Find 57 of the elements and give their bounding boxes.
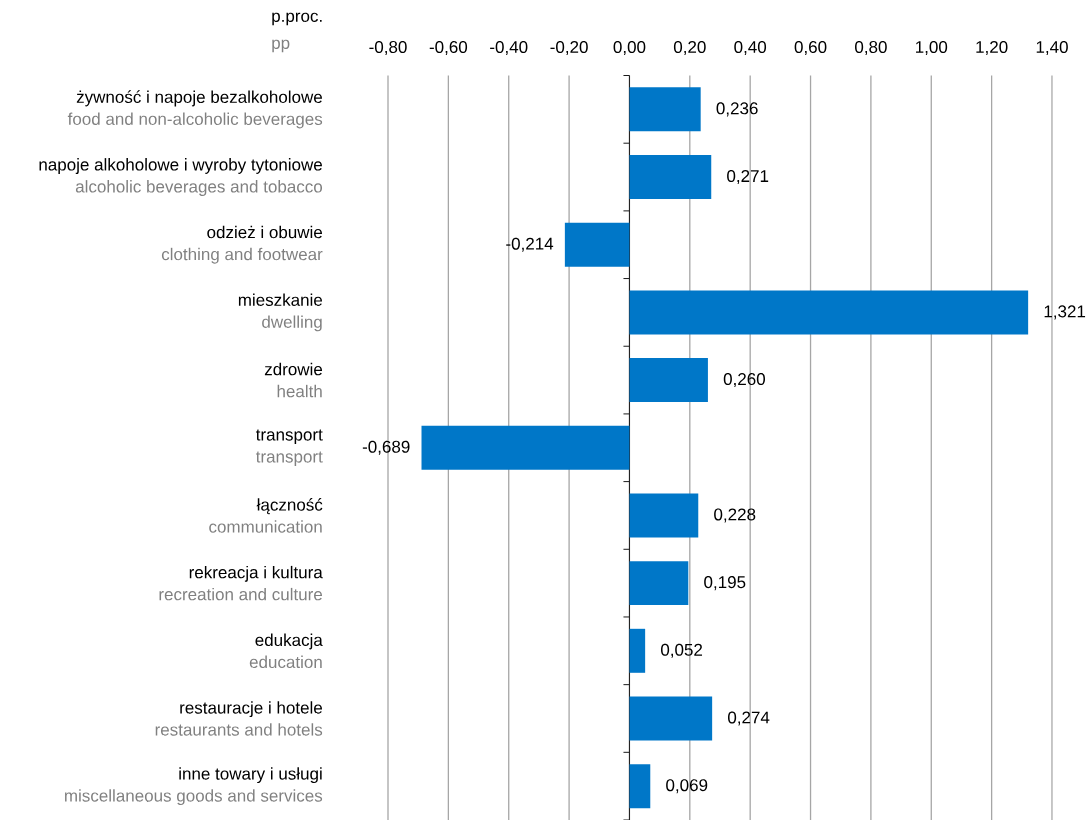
- y-tick-label: łączność: [256, 498, 323, 515]
- x-tick-label: 0,40: [734, 40, 767, 56]
- bar: [629, 493, 699, 538]
- data-label: 0,271: [727, 170, 769, 185]
- bar: [564, 222, 630, 267]
- data-label: 0,228: [714, 508, 756, 523]
- data-label: 0,069: [666, 779, 708, 794]
- y-tick-label: zdrowie: [264, 362, 323, 376]
- x-tick-label: 1,00: [916, 40, 948, 56]
- y-tick-label: mieszkanie: [238, 293, 323, 306]
- x-tick-label: -0,20: [550, 40, 588, 56]
- y-tick-label: edukacja: [255, 633, 323, 650]
- y2-tick-label: clothing and footwear: [161, 247, 323, 264]
- x-axis-title: p.proc.: [272, 12, 322, 26]
- y2-tick-label: restaurants and hotels: [155, 723, 323, 736]
- bar: [629, 155, 712, 200]
- y2-tick-label: communication: [209, 520, 322, 533]
- x-tick-label: 1,40: [1036, 40, 1068, 56]
- y-tick-label: transport: [255, 429, 323, 445]
- bar: [629, 358, 708, 403]
- bar: [629, 628, 646, 673]
- x-tick-label: 0,20: [673, 40, 706, 56]
- data-label: 0,274: [728, 711, 770, 726]
- bar: [629, 696, 713, 741]
- y2-tick-label: food and non-alcoholic beverages: [67, 112, 323, 129]
- x-tick-label: 0,60: [794, 40, 827, 56]
- data-label: 0,236: [716, 102, 758, 117]
- bar: [629, 561, 689, 606]
- y2-tick-label: alcoholic beverages and tobacco: [75, 180, 323, 196]
- y-tick-label: inne towary i usługi: [179, 767, 322, 784]
- x-tick-label: 0,80: [855, 40, 887, 56]
- data-label: 1,321: [1044, 305, 1086, 320]
- text: pp: [272, 39, 290, 53]
- x-tick-label: -0,80: [369, 40, 407, 56]
- y2-tick-label: health: [277, 384, 322, 398]
- x-tick-label: 1,20: [976, 40, 1008, 56]
- y-tick-label: napoje alkoholowe i wyroby tytoniowe: [39, 158, 322, 174]
- data-label: 0,052: [661, 643, 703, 658]
- data-label: -0,689: [362, 440, 410, 455]
- y-tick-label: żywność i napoje bezalkoholowe: [76, 90, 322, 107]
- y-tick-label: rekreacja i kultura: [189, 565, 323, 582]
- data-label: 0,195: [704, 576, 746, 591]
- y2-tick-label: recreation and culture: [159, 587, 323, 601]
- y2-tick-label: dwelling: [262, 315, 322, 332]
- y2-tick-label: miscellaneous goods and services: [65, 789, 323, 806]
- y-tick-label: odzież i obuwie: [207, 225, 323, 239]
- bar: [421, 425, 630, 470]
- y-tick-label: restauracje i hotele: [180, 701, 323, 718]
- x-tick-label: -0,40: [490, 40, 528, 56]
- bar: [629, 87, 701, 132]
- data-label: 0,260: [723, 373, 765, 388]
- x-tick-label: 0,00: [613, 40, 646, 56]
- bar: [629, 290, 1029, 335]
- x-tick-label: -0,60: [429, 40, 468, 56]
- bar: [629, 764, 651, 809]
- y2-tick-label: education: [249, 655, 322, 669]
- data-label: -0,214: [506, 237, 554, 252]
